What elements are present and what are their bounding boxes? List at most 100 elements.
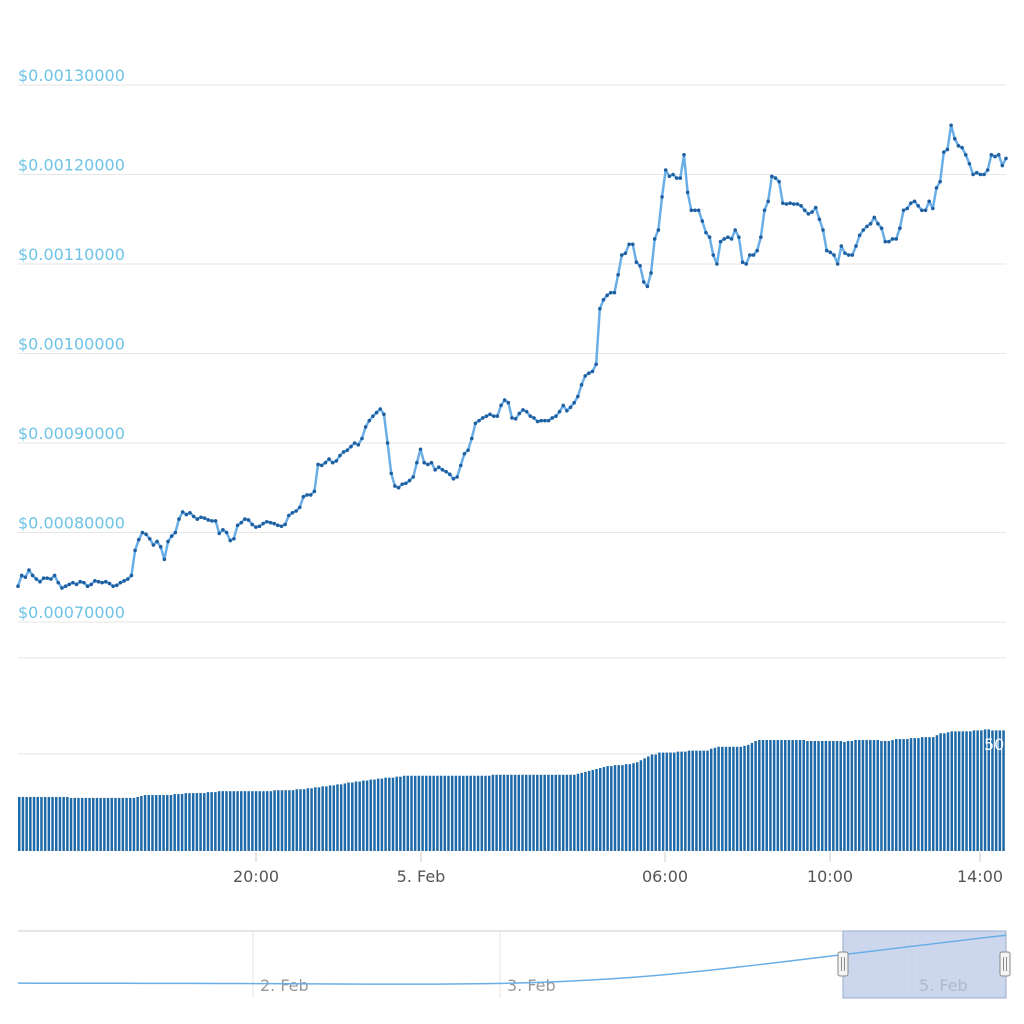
volume-bar (428, 775, 432, 851)
volume-bar (539, 774, 543, 851)
volume-bar (728, 746, 731, 851)
price-point (210, 519, 214, 523)
price-point (623, 251, 628, 256)
price-point (700, 219, 705, 223)
price-point (290, 511, 295, 515)
volume-bar (610, 766, 613, 851)
volume-bar (976, 730, 979, 852)
price-point (660, 195, 664, 199)
volume-bar (47, 796, 51, 851)
price-point (261, 521, 265, 526)
volume-bar (547, 774, 550, 851)
price-point (554, 414, 558, 418)
price-point (576, 394, 580, 399)
price-point (173, 530, 178, 535)
volume-bar (384, 777, 387, 851)
price-point (835, 262, 840, 266)
navigator-left-handle[interactable] (837, 951, 849, 977)
price-point (341, 450, 346, 454)
volume-bar (661, 752, 665, 851)
volume-bar (177, 794, 180, 851)
price-point (429, 460, 434, 465)
y-tick-label: $0.00130000 (18, 66, 125, 85)
volume-bar (743, 745, 746, 852)
price-point (23, 575, 28, 580)
price-point (19, 573, 24, 578)
price-point (155, 539, 159, 544)
volume-bar (269, 791, 273, 851)
volume-bar (258, 791, 262, 851)
price-point (989, 153, 994, 157)
price-point (301, 494, 306, 499)
volume-bar (935, 735, 939, 851)
volume-bar (672, 752, 676, 851)
volume-bar (802, 740, 805, 851)
volume-bar (598, 768, 602, 851)
price-point (890, 237, 895, 241)
price-point (422, 460, 426, 465)
price-point (308, 493, 313, 497)
price-point (985, 168, 990, 172)
price-point (799, 204, 803, 208)
volume-bar (983, 729, 987, 851)
volume-bar (846, 740, 850, 851)
volume-bar (554, 774, 558, 851)
volume-bar (339, 784, 343, 851)
price-point (598, 306, 602, 311)
price-point (30, 573, 35, 578)
price-point (938, 179, 942, 184)
price-point (140, 530, 145, 535)
volume-bar (166, 795, 169, 851)
volume-bar (265, 791, 269, 851)
price-point (883, 239, 888, 244)
x-tick-label: 10:00 (807, 867, 853, 886)
volume-bar (650, 754, 654, 851)
price-point (246, 518, 251, 522)
volume-bar (132, 797, 136, 851)
volume-bar (66, 796, 69, 851)
volume-bar (769, 740, 772, 851)
price-point (513, 417, 518, 421)
price-point (971, 172, 975, 177)
price-point (689, 208, 694, 213)
price-point (162, 557, 167, 562)
price-point (319, 463, 324, 468)
price-point (777, 179, 781, 184)
volume-bar (702, 750, 706, 851)
volume-bar (365, 780, 369, 851)
price-point (784, 202, 789, 206)
volume-bar (277, 790, 280, 852)
price-point (323, 460, 328, 465)
price-point (374, 410, 379, 415)
navigator-tick-label: 3. Feb (507, 976, 556, 995)
price-point (224, 530, 229, 535)
navigator-right-handle[interactable] (999, 951, 1011, 977)
volume-bar (887, 740, 891, 851)
price-point (850, 253, 855, 257)
price-point (466, 448, 470, 452)
volume-bar (854, 740, 857, 851)
price-point (41, 576, 46, 580)
price-point (294, 509, 298, 513)
volume-bar (857, 740, 861, 851)
volume-bar (103, 797, 106, 851)
price-point (550, 416, 555, 420)
price-point (652, 237, 657, 241)
price-point (389, 471, 394, 476)
volume-bar (994, 730, 998, 852)
price-point (854, 244, 858, 248)
volume-bar (302, 789, 306, 851)
price-point (345, 448, 350, 452)
price-point (232, 536, 236, 541)
price-point (993, 154, 997, 159)
price-point (228, 538, 233, 543)
price-point (202, 516, 207, 520)
price-series[interactable] (16, 123, 1008, 590)
navigator-selection[interactable] (842, 930, 1007, 999)
volume-bar (513, 774, 517, 851)
volume-bar (273, 790, 276, 852)
price-point (693, 208, 697, 213)
price-point (524, 409, 529, 414)
